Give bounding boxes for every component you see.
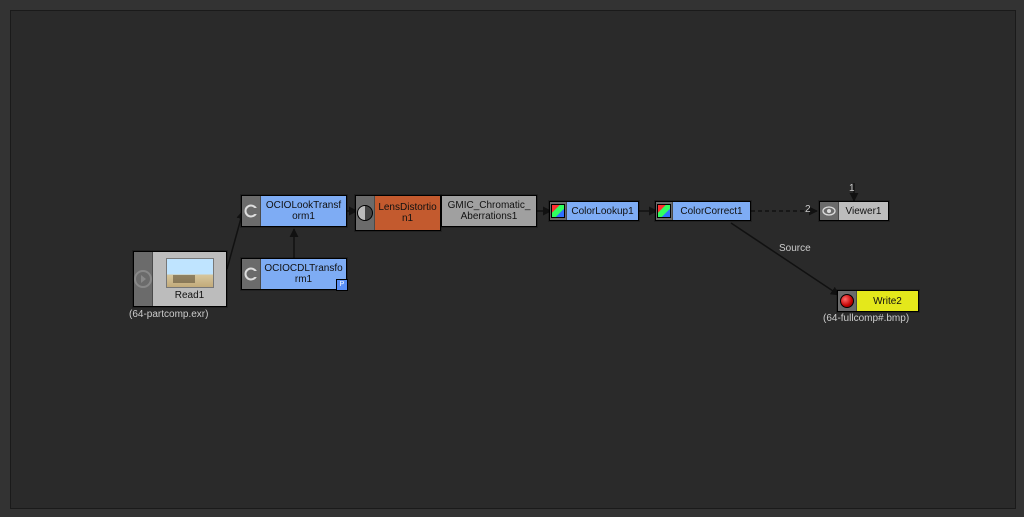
node-label: GMIC_Chromatic_Aberrations1 [445,200,533,222]
node-label: ColorCorrect1 [680,206,742,217]
ocio-icon [242,196,261,226]
swatch-icon [656,202,673,220]
node-label: ColorLookup1 [571,206,633,217]
read-filename: (64-partcomp.exr) [129,309,208,320]
lens-icon [356,196,375,230]
node-label: Write2 [873,296,902,307]
node-colorcorrect[interactable]: ColorCorrect1 [655,201,751,221]
viewer-port-2: 2 [805,204,811,215]
node-write2[interactable]: Write2 [837,290,919,312]
record-icon [838,291,857,311]
node-label: OCIOCDLTransform1 [264,263,343,285]
node-lensdistortion[interactable]: LensDistortion1 [355,195,441,231]
node-read1[interactable]: Read1 [133,251,227,307]
node-ociocdl[interactable]: OCIOCDLTransform1 P [241,258,347,290]
node-gmic-chromatic[interactable]: GMIC_Chromatic_Aberrations1 [441,195,537,227]
node-label: Viewer1 [846,206,882,217]
edge-label-source: Source [779,243,811,254]
node-label: Read1 [175,290,204,301]
node-viewer[interactable]: Viewer1 [819,201,889,221]
node-ociolook[interactable]: OCIOLookTransform1 [241,195,347,227]
viewer-port-1: 1 [849,183,855,194]
eye-icon [820,202,839,220]
node-label: LensDistortion1 [378,202,437,224]
write-filename: (64-fullcomp#.bmp) [823,313,909,324]
node-label: OCIOLookTransform1 [264,200,343,222]
node-colorlookup[interactable]: ColorLookup1 [549,201,639,221]
node-graph-canvas[interactable]: Read1 (64-partcomp.exr) OCIOLookTransfor… [10,10,1016,509]
read-thumbnail [166,258,214,288]
swatch-icon [550,202,567,220]
ocio-icon [242,259,261,289]
play-icon [134,252,153,306]
p-badge: P [336,279,348,291]
